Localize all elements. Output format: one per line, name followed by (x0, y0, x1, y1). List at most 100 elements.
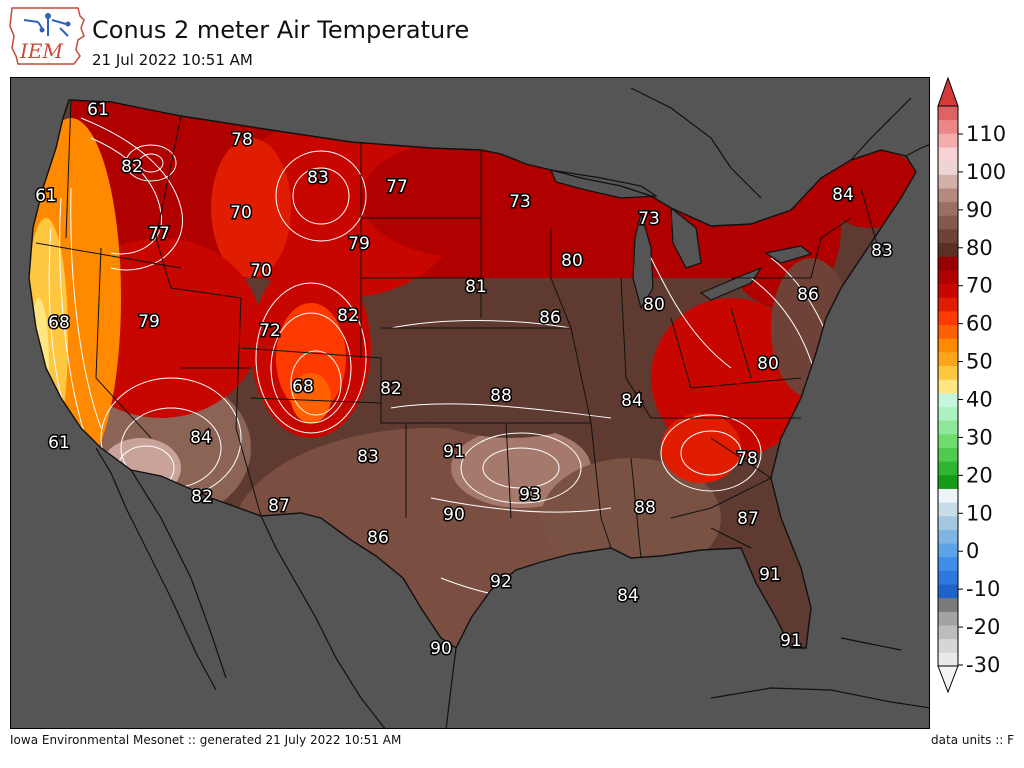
colorbar-band (938, 201, 958, 216)
station-label: 72 (259, 321, 281, 341)
colorbar-tick-label: 110 (966, 122, 1006, 146)
colorbar-tick-label: 20 (966, 463, 993, 487)
page-title: Conus 2 meter Air Temperature (92, 16, 470, 44)
colorbar-band (938, 392, 958, 407)
colorbar-tick-label: 50 (966, 350, 993, 374)
colorbar-frame (937, 105, 959, 667)
colorbar-band (938, 502, 958, 517)
colorbar-tick-label: 80 (966, 236, 993, 260)
station-label: 87 (737, 509, 759, 529)
colorbar-band (938, 133, 958, 148)
colorbar-band (938, 269, 958, 285)
colorbar-band (938, 447, 958, 462)
station-label: 79 (138, 312, 160, 332)
station-label: 61 (35, 186, 57, 206)
colorbar-tick-label: 0 (966, 539, 979, 563)
colorbar-band (938, 584, 958, 599)
station-label: 90 (430, 639, 452, 659)
colorbar-band (938, 242, 958, 257)
colorbar-band (938, 351, 958, 367)
iem-logo: IEM (9, 7, 85, 65)
colorbar-band (938, 638, 958, 653)
station-label: 61 (87, 100, 109, 120)
station-label: 82 (191, 487, 213, 507)
colorbar-over-arrow (937, 76, 959, 107)
station-label: 70 (250, 261, 272, 281)
colorbar-band (938, 474, 958, 489)
station-label: 91 (759, 565, 781, 585)
colorbar-tick-label: 40 (966, 388, 993, 412)
station-label: 86 (539, 308, 561, 328)
colorbar-band (938, 652, 958, 667)
station-labels: 61 78 82 83 77 61 70 73 73 84 77 79 83 7… (34, 99, 895, 661)
station-label: 90 (443, 505, 465, 525)
colorbar-band (938, 228, 958, 244)
colorbar-tick-label: 60 (966, 312, 993, 336)
station-label: 83 (871, 241, 893, 261)
colorbar-band (938, 420, 958, 435)
colorbar-tick-label: 90 (966, 198, 993, 222)
colorbar-tick-label: 70 (966, 274, 993, 298)
station-label: 87 (268, 496, 290, 516)
footer-credit: Iowa Environmental Mesonet :: generated … (10, 733, 402, 747)
colorbar-band (938, 515, 958, 530)
colorbar-tick-label: 100 (966, 160, 1006, 184)
colorbar-band (938, 529, 958, 544)
colorbar-band (938, 461, 958, 476)
station-label: 91 (780, 631, 802, 651)
page-subtitle: 21 Jul 2022 10:51 AM (92, 51, 253, 69)
station-label: 88 (490, 386, 512, 406)
station-label: 86 (797, 285, 819, 305)
colorbar-tick-label: 10 (966, 501, 993, 525)
surrounding-coastlines (95, 87, 929, 728)
state-boundaries (35, 99, 882, 559)
colorbar-tick-label: 30 (966, 425, 993, 449)
station-label: 77 (386, 177, 408, 197)
station-label: 84 (621, 391, 643, 411)
colorbar-band (938, 433, 958, 448)
footer-units: data units :: F (931, 733, 1014, 747)
colorbar-band (938, 256, 958, 271)
colorbar-band (938, 324, 958, 339)
station-label: 93 (519, 485, 541, 505)
station-label: 82 (337, 306, 359, 326)
station-label: 84 (617, 586, 639, 606)
colorbar-band (938, 283, 958, 298)
station-label: 79 (348, 234, 370, 254)
colorbar-band (938, 365, 958, 380)
colorbar-band (938, 488, 958, 503)
station-label: 83 (307, 168, 329, 188)
station-label: 88 (634, 498, 656, 518)
temperature-map: 61 78 82 83 77 61 70 73 73 84 77 79 83 7… (10, 77, 930, 729)
logo-text: IEM (19, 39, 64, 63)
station-label: 81 (465, 277, 487, 297)
colorbar-band (938, 625, 958, 640)
station-label: 78 (736, 449, 758, 469)
station-label: 80 (561, 251, 583, 271)
station-label: 84 (190, 428, 212, 448)
colorbar-band (938, 597, 958, 612)
station-label: 68 (292, 377, 314, 397)
colorbar-band (938, 310, 958, 326)
station-label: 73 (638, 209, 660, 229)
colorbar-band (938, 570, 958, 585)
colorbar-band (938, 611, 958, 626)
colorbar-tick-label: -30 (966, 653, 1000, 677)
station-label: 82 (380, 379, 402, 399)
station-label: 92 (490, 572, 512, 592)
station-label: 82 (121, 157, 143, 177)
station-label: 78 (231, 130, 253, 150)
colorbar-band (938, 556, 958, 571)
colorbar-band (938, 106, 958, 121)
station-label: 80 (643, 295, 665, 315)
station-label: 86 (367, 528, 389, 548)
colorbar-bands (938, 106, 958, 667)
colorbar-band (938, 160, 958, 175)
colorbar-band (938, 174, 958, 189)
colorbar-band (938, 338, 958, 353)
colorbar-under-arrow (937, 665, 959, 694)
colorbar-band (938, 119, 958, 134)
station-label: 70 (230, 203, 252, 223)
